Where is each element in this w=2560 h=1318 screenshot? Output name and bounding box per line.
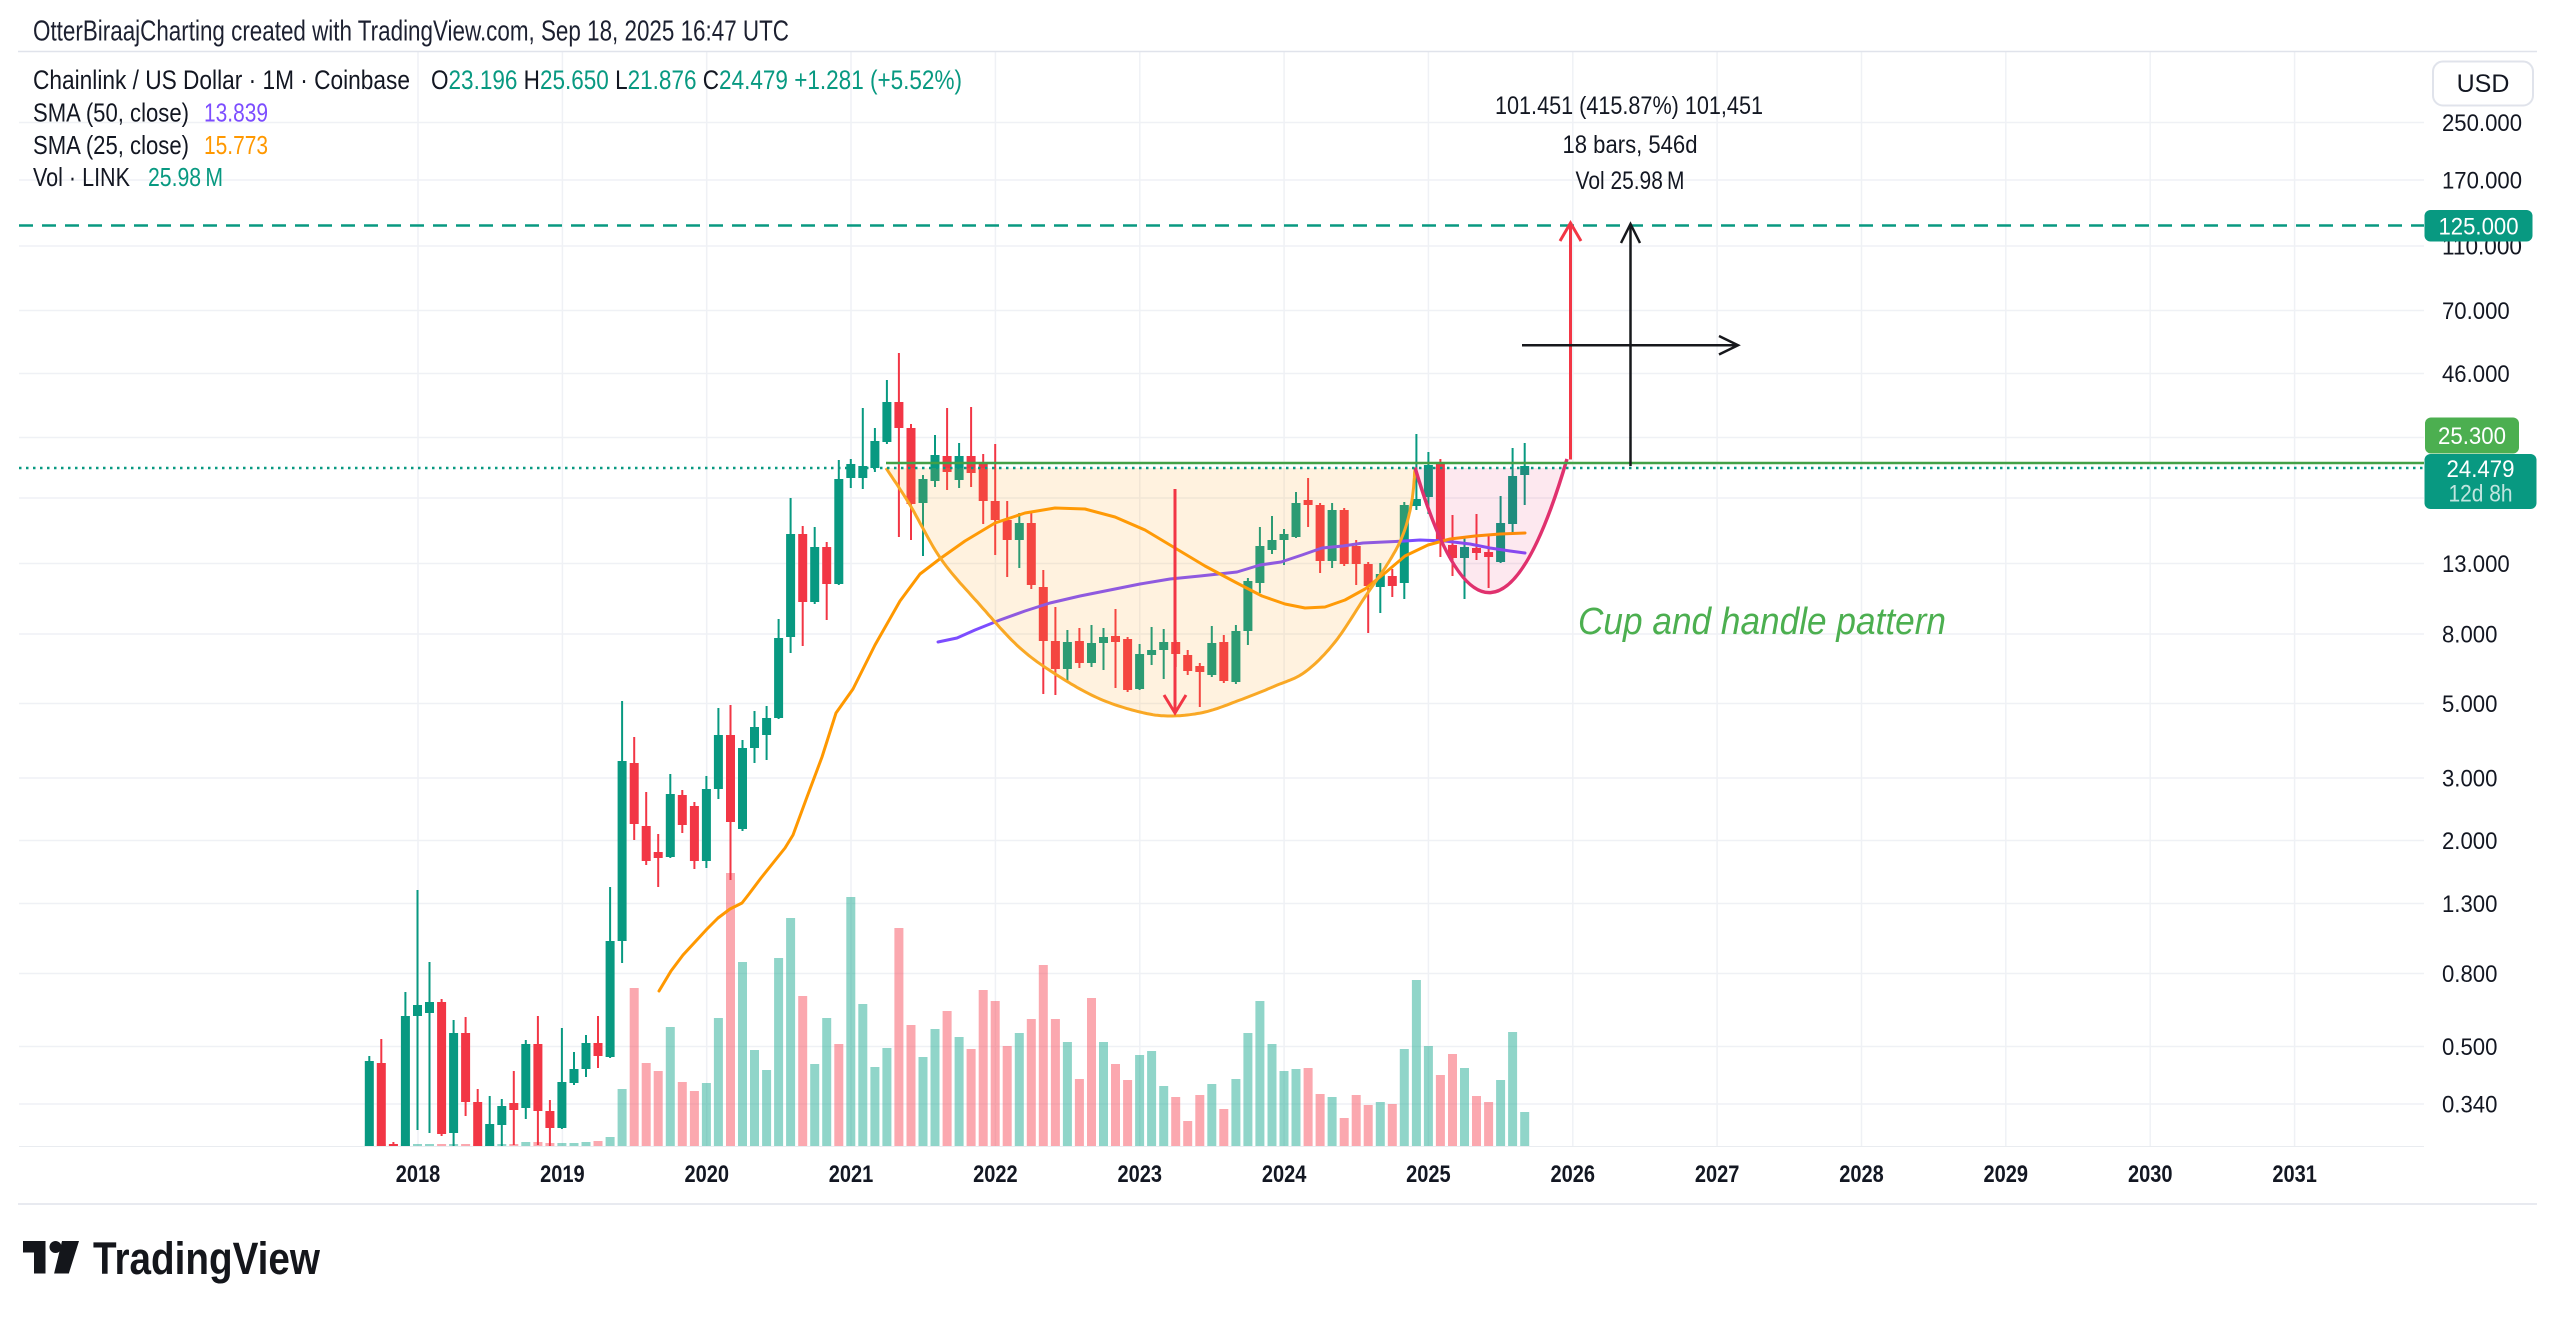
svg-text:2020: 2020 [684,1161,729,1188]
svg-text:12d 8h: 12d 8h [2449,481,2513,508]
svg-text:2026: 2026 [1551,1161,1596,1188]
svg-text:2022: 2022 [973,1161,1018,1188]
svg-text:2.000: 2.000 [2442,828,2497,855]
svg-text:2027: 2027 [1695,1161,1740,1188]
svg-text:0.500: 0.500 [2442,1034,2497,1061]
svg-text:SMA (50, close): SMA (50, close) [33,98,189,128]
svg-text:TradingView: TradingView [93,1233,321,1284]
svg-text:170.000: 170.000 [2442,168,2522,195]
svg-text:5.000: 5.000 [2442,691,2497,718]
svg-text:0.800: 0.800 [2442,961,2497,988]
svg-text:O23.196 H25.650 L21.876 C24: O23.196 H25.650 L21.876 C24.479 +1.281 (… [431,65,962,95]
svg-text:125.000: 125.000 [2439,214,2519,241]
svg-text:2025: 2025 [1406,1161,1451,1188]
svg-text:USD: USD [2457,70,2510,98]
svg-text:2031: 2031 [2272,1161,2317,1188]
svg-text:2024: 2024 [1262,1161,1307,1188]
svg-text:Vol 25.98 M: Vol 25.98 M [1576,167,1685,195]
svg-text:2019: 2019 [540,1161,585,1188]
svg-text:46.000: 46.000 [2442,361,2510,388]
svg-text:2023: 2023 [1118,1161,1163,1188]
svg-text:Chainlink / US Dollar · 1M · C: Chainlink / US Dollar · 1M · Coinbase [33,65,410,95]
svg-text:2021: 2021 [829,1161,874,1188]
svg-text:13.000: 13.000 [2442,551,2510,578]
svg-text:25.98 M: 25.98 M [148,162,223,192]
svg-text:2030: 2030 [2128,1161,2173,1188]
svg-text:70.000: 70.000 [2442,298,2510,325]
svg-text:18 bars, 546d: 18 bars, 546d [1563,131,1698,159]
svg-text:2018: 2018 [396,1161,441,1188]
svg-text:2029: 2029 [1984,1161,2029,1188]
svg-text:250.000: 250.000 [2442,110,2522,137]
svg-text:3.000: 3.000 [2442,766,2497,793]
svg-text:1.300: 1.300 [2442,891,2497,918]
svg-text:24.479: 24.479 [2447,456,2515,483]
svg-text:2028: 2028 [1839,1161,1884,1188]
svg-text:Vol · LINK: Vol · LINK [33,162,131,192]
svg-text:Cup and handle pattern: Cup and handle pattern [1578,601,1946,643]
svg-text:SMA (25, close): SMA (25, close) [33,130,189,160]
svg-text:8.000: 8.000 [2442,622,2497,649]
svg-text:101.451 (415.87%) 101,451: 101.451 (415.87%) 101,451 [1495,92,1763,120]
svg-text:0.340: 0.340 [2442,1092,2497,1119]
svg-text:15.773: 15.773 [204,130,268,160]
svg-text:OtterBiraajCharting created wi: OtterBiraajCharting created with Trading… [33,16,789,48]
svg-text:13.839: 13.839 [204,98,268,128]
svg-text:25.300: 25.300 [2438,423,2506,450]
